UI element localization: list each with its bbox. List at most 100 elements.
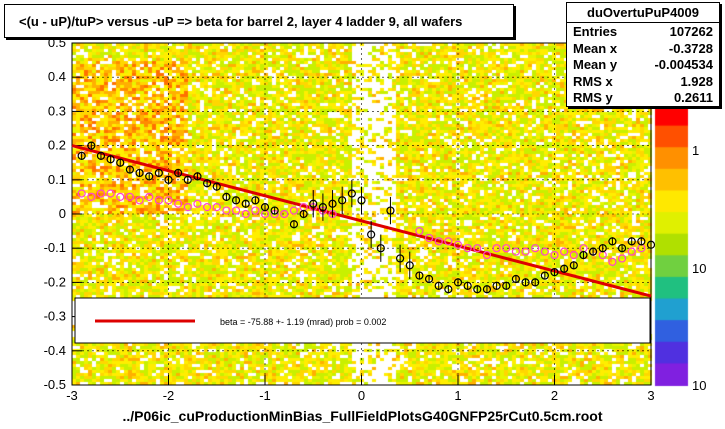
y-tick-label: 0.5 — [48, 35, 66, 50]
black-point — [231, 196, 241, 205]
pink-point — [617, 254, 627, 263]
pink-point — [531, 244, 540, 253]
footer-filename: ../P06ic_cuProductionMinBias_FullFieldPl… — [122, 408, 603, 424]
y-tick-label: -0.4 — [44, 343, 66, 358]
black-point — [125, 165, 134, 174]
pink-point — [289, 206, 299, 215]
pink-point — [135, 196, 144, 205]
stat-value: 1.928 — [680, 74, 713, 89]
pink-point — [222, 206, 231, 215]
black-point — [492, 281, 501, 290]
pink-point — [463, 244, 472, 253]
pink-point — [183, 203, 192, 212]
black-point — [164, 175, 173, 184]
black-point — [289, 220, 299, 229]
black-point — [617, 244, 627, 253]
pink-point — [193, 199, 202, 208]
y-tick-label: -0.1 — [44, 240, 66, 255]
stat-label: Mean x — [573, 41, 618, 56]
x-tick-label: -3 — [66, 388, 78, 403]
black-point — [598, 244, 607, 253]
pink-point — [164, 196, 173, 205]
black-point — [77, 151, 86, 160]
pink-point — [241, 209, 250, 219]
y-tick-label: -0.3 — [44, 309, 66, 324]
x-tick-label: 1 — [454, 388, 461, 403]
stat-label: Mean y — [573, 57, 618, 72]
pink-point — [125, 192, 134, 201]
black-point — [376, 244, 385, 253]
y-tick-label: 0.3 — [48, 103, 66, 118]
pink-point — [608, 257, 617, 266]
black-point — [270, 206, 279, 215]
pink-point — [212, 203, 221, 212]
black-point — [444, 285, 453, 294]
black-point — [87, 141, 96, 150]
black-point — [569, 261, 578, 270]
title-box: <(u - uP)/tuP> versus -uP => beta for ba… — [4, 4, 514, 38]
z-axis: 1 10 10 — [692, 143, 706, 393]
pink-point — [444, 237, 453, 246]
black-point — [203, 179, 212, 188]
pink-point — [87, 192, 96, 201]
pink-point — [280, 209, 289, 219]
black-point — [434, 281, 443, 290]
z-tick-label: 1 — [692, 143, 699, 158]
pink-point — [174, 199, 183, 208]
stat-row-rms-x: RMS x 1.928 — [573, 74, 713, 90]
pink-point — [473, 244, 482, 253]
y-tick-label: 0.1 — [48, 172, 66, 187]
black-point — [241, 199, 250, 208]
legend: beta = -75.88 +- 1.19 (mrad) prob = 0.00… — [74, 297, 651, 344]
stats-name: duOvertuPuP4009 — [567, 3, 719, 23]
pink-point — [106, 189, 115, 198]
pink-point — [540, 247, 549, 256]
black-point — [646, 240, 656, 249]
black-point — [531, 278, 540, 287]
black-point — [502, 281, 511, 290]
chart-title: <(u - uP)/tuP> versus -uP => beta for ba… — [19, 14, 463, 29]
stat-value: 107262 — [669, 24, 713, 39]
y-tick-label: 0 — [59, 206, 66, 221]
pink-point — [251, 206, 260, 215]
pink-point — [203, 203, 212, 212]
z-tick-label: 10 — [692, 261, 706, 276]
pink-point — [569, 250, 578, 260]
black-point — [637, 237, 646, 246]
black-point — [627, 237, 636, 246]
black-point — [367, 230, 376, 239]
x-tick-label: 0 — [358, 388, 365, 403]
black-point — [415, 271, 424, 280]
black-point — [608, 237, 617, 246]
black-point — [396, 254, 405, 263]
black-point — [405, 261, 414, 270]
black-point — [328, 199, 337, 208]
black-point — [386, 206, 395, 215]
black-point — [338, 196, 347, 205]
pink-point — [521, 247, 530, 256]
pink-point — [492, 244, 501, 253]
pink-point — [627, 247, 636, 256]
pink-point — [77, 189, 86, 198]
y-tick-label: 0.2 — [48, 138, 66, 153]
y-tick-label: -0.5 — [44, 377, 66, 392]
black-point — [560, 264, 569, 273]
black-point — [511, 274, 521, 284]
black-point — [116, 158, 125, 167]
black-point — [193, 172, 202, 181]
black-point — [318, 203, 327, 212]
black-point — [145, 172, 154, 181]
pink-point — [154, 196, 163, 205]
black-point — [251, 196, 260, 205]
black-point — [521, 278, 530, 287]
pink-point — [231, 206, 241, 215]
stat-value: 0.2611 — [673, 90, 713, 105]
x-tick-label: -1 — [259, 388, 271, 403]
pink-point — [453, 240, 463, 249]
pink-point — [598, 250, 607, 260]
y-tick-label: 0.4 — [48, 69, 66, 84]
black-point — [540, 271, 549, 280]
black-point — [135, 168, 144, 178]
black-point — [222, 192, 231, 201]
